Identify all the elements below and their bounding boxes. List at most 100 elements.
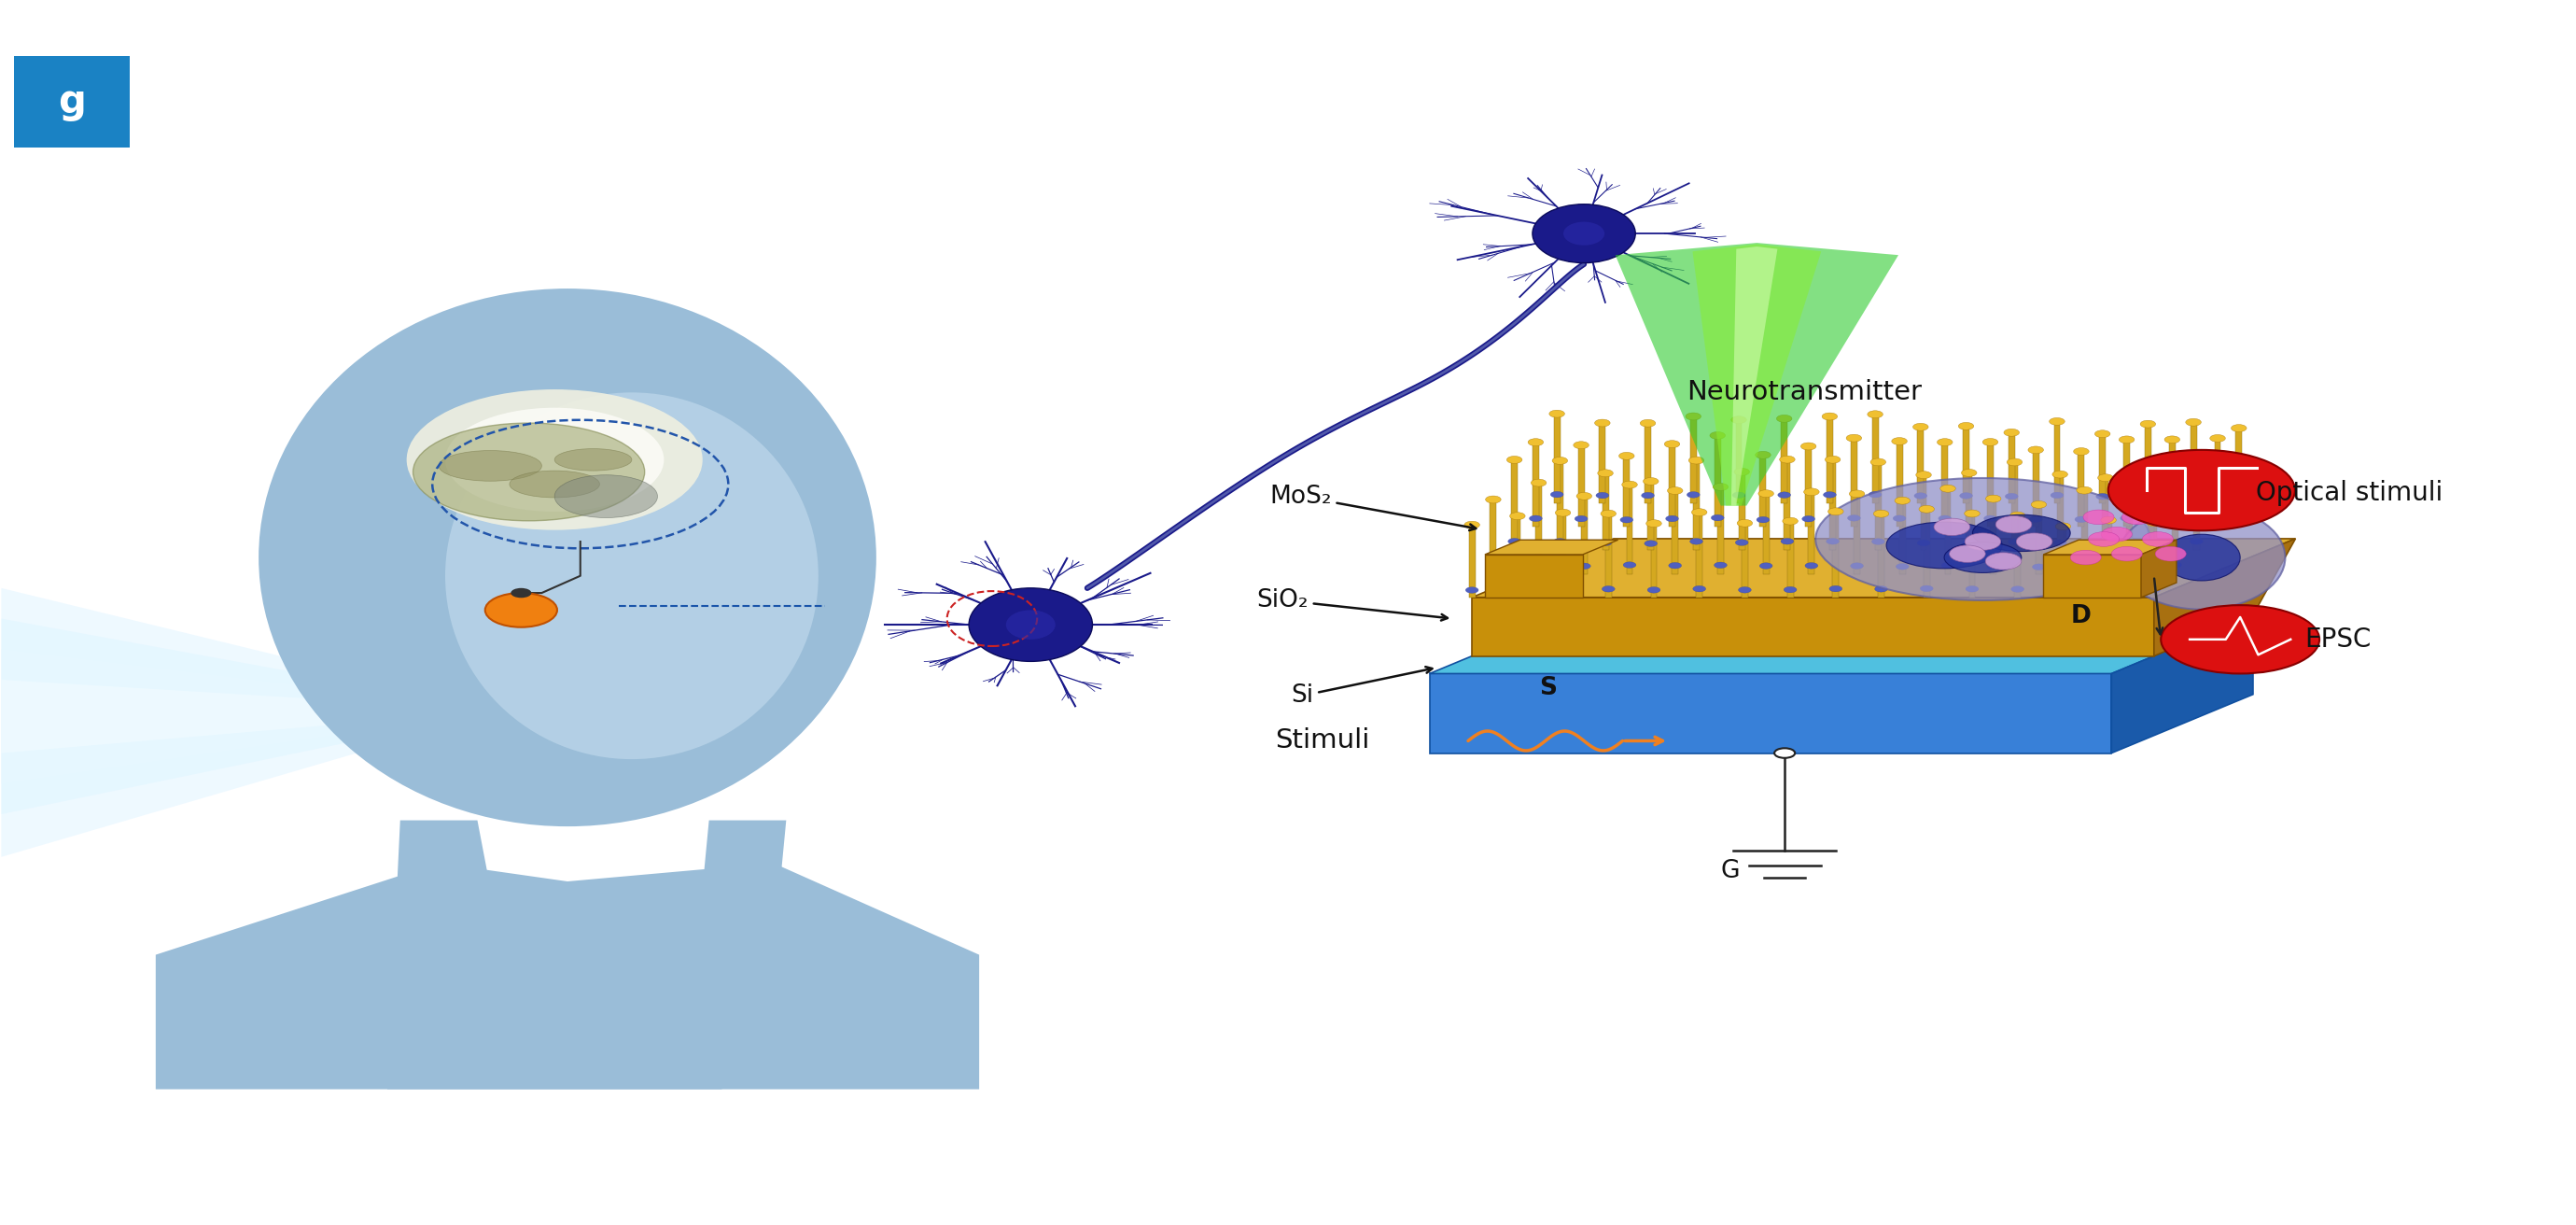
Circle shape [2079,562,2092,568]
Circle shape [1950,545,1986,562]
Polygon shape [1484,555,1582,598]
Circle shape [1984,516,1996,522]
Circle shape [1757,517,1770,523]
Text: Neurotransmitter: Neurotransmitter [1687,380,1922,405]
Bar [1468,524,1476,598]
FancyBboxPatch shape [13,56,129,148]
Circle shape [1965,533,2002,550]
Ellipse shape [554,475,657,518]
Circle shape [1937,516,1950,522]
Circle shape [1783,587,1795,593]
Circle shape [2190,538,2202,544]
Circle shape [1710,431,1726,439]
Ellipse shape [2107,450,2295,530]
Circle shape [2210,435,2226,442]
Circle shape [1556,510,1571,517]
Circle shape [1870,458,1886,466]
Bar [1899,501,1906,573]
Bar [2009,432,2014,503]
Circle shape [1806,562,1819,568]
Circle shape [1556,586,1569,592]
Bar [1942,442,1947,527]
Circle shape [1940,485,1955,492]
Polygon shape [2043,555,2141,598]
Bar [2012,462,2017,550]
Bar [2035,505,2043,573]
Polygon shape [1430,615,2254,674]
Circle shape [1875,586,1888,592]
Ellipse shape [1816,478,2151,600]
Bar [1924,510,1929,598]
Bar [2128,501,2133,573]
Circle shape [2120,436,2136,443]
Ellipse shape [1007,610,1056,639]
Bar [1695,512,1703,598]
Text: G: G [1721,860,1741,883]
Bar [2190,423,2197,503]
Circle shape [1873,539,1886,545]
Polygon shape [2043,540,2177,555]
Bar [1623,456,1631,527]
Circle shape [1510,512,1525,519]
Circle shape [1574,441,1589,448]
Circle shape [2210,514,2223,521]
Ellipse shape [412,423,644,521]
Circle shape [1958,423,1973,430]
Circle shape [1847,514,1860,521]
Circle shape [1641,419,1656,426]
Bar [2172,484,2179,573]
Ellipse shape [969,588,1092,662]
Bar [2056,474,2063,550]
Bar [1788,521,1793,598]
Bar [1690,417,1698,503]
Circle shape [2123,564,2136,570]
Circle shape [1710,514,1723,521]
Circle shape [2187,492,2200,499]
Circle shape [1577,564,1589,570]
Circle shape [1553,457,1569,464]
Circle shape [2053,470,2069,478]
Circle shape [1687,491,1700,497]
Ellipse shape [1945,543,2022,573]
Circle shape [2032,564,2045,570]
Bar [2236,428,2241,503]
Circle shape [1963,539,1976,545]
Circle shape [1829,508,1844,516]
Circle shape [1595,419,1610,426]
Bar [1873,414,1878,503]
Bar [1986,442,1994,527]
Circle shape [1893,516,1906,522]
Circle shape [1600,510,1615,517]
Circle shape [1507,456,1522,463]
Circle shape [1739,587,1752,593]
Circle shape [1917,472,1932,479]
Circle shape [1824,491,1837,497]
Bar [1692,461,1700,550]
Bar [1739,472,1744,550]
Circle shape [1914,424,1929,431]
Bar [1533,442,1538,527]
Circle shape [2030,516,2043,522]
Circle shape [2123,510,2154,524]
Circle shape [1667,488,1682,495]
Circle shape [1731,417,1747,424]
Circle shape [1620,517,1633,523]
Circle shape [1803,516,1816,522]
Circle shape [1574,516,1587,522]
Circle shape [1530,516,1543,522]
Bar [2081,490,2087,573]
Circle shape [2017,533,2053,550]
Polygon shape [386,821,786,1089]
Bar [1875,462,1880,550]
Circle shape [1512,586,1525,592]
Circle shape [2094,430,2110,437]
Ellipse shape [554,448,631,470]
Bar [1558,513,1566,598]
Circle shape [1847,435,1862,442]
Text: D: D [2071,604,2092,628]
Circle shape [1780,538,1793,544]
Circle shape [1667,516,1680,522]
Circle shape [2099,540,2112,546]
Ellipse shape [2161,605,2318,674]
Bar [2215,439,2221,527]
